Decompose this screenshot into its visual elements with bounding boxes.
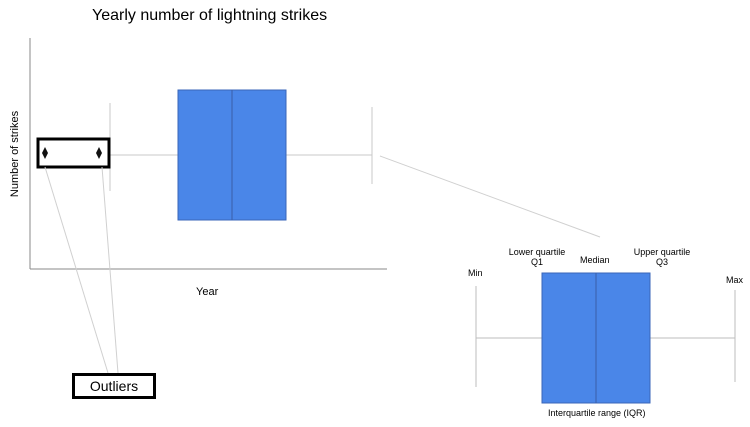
max-label: Max [726,275,744,285]
lower-quartile-label: Lower quartile Q1 [502,247,572,267]
callout-line-1 [44,166,109,374]
chart-title: Yearly number of lightning strikes [92,7,328,24]
q3-text: Q3 [655,257,668,267]
outliers-label: Outliers [89,378,139,394]
outlier-highlight-box [36,137,111,169]
outlier-marker-2 [96,147,102,159]
outliers-label-box: Outliers [72,373,156,399]
zoom-connector-line [379,155,601,238]
median-label: Median [580,255,610,265]
upper-quartile-text: Upper quartile [633,247,691,257]
x-axis-label: Year [196,286,219,298]
lower-quartile-text: Lower quartile [508,247,566,257]
outlier-marker-1 [42,147,48,159]
iqr-label: Interquartile range (IQR) [548,408,646,418]
min-label: Min [468,268,483,278]
callout-line-2 [101,166,119,374]
y-axis-label: Number of strikes [9,110,21,198]
upper-quartile-label: Upper quartile Q3 [622,247,702,267]
q1-text: Q1 [530,257,543,267]
